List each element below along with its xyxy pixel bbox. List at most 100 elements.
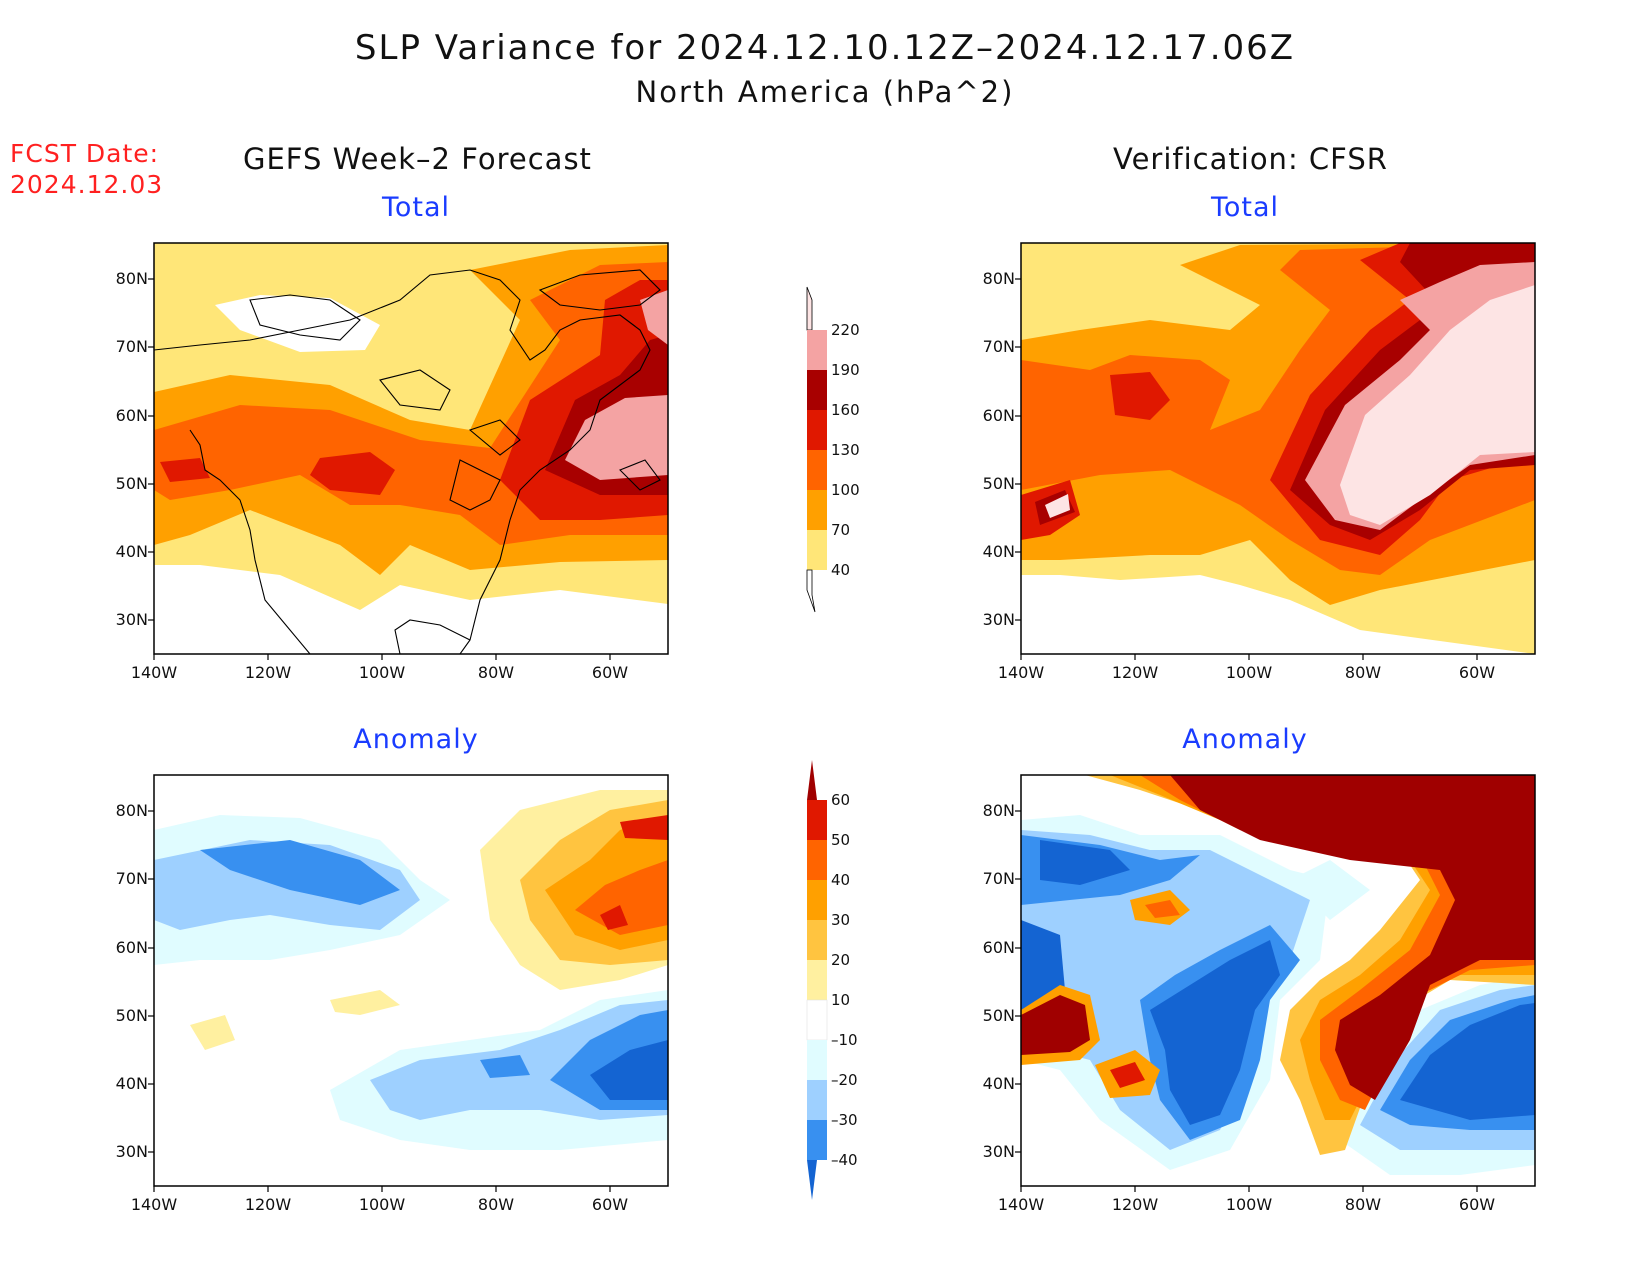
verification-column-title: Verification: CFSR — [1113, 142, 1388, 176]
lat-tick-label: 70N — [115, 337, 148, 356]
lon-tick-label: 80W — [477, 663, 515, 682]
colorbar-anomaly-label: 20 — [831, 951, 851, 969]
lat-tick-label: 40N — [115, 1074, 148, 1093]
lat-tick-label: 80N — [982, 269, 1015, 288]
lat-tick-label: 40N — [982, 542, 1015, 561]
figure-subtitle: North America (hPa^2) — [635, 75, 1015, 109]
colorbar-total-swatch — [807, 450, 827, 490]
colorbar-total-label: 130 — [831, 441, 860, 459]
frame-forecast-total — [153, 242, 669, 655]
lon-tick-label: 120W — [1111, 1195, 1159, 1214]
lon-tick-label: 140W — [130, 663, 178, 682]
colorbar-total-label: 190 — [831, 361, 860, 379]
colorbar-anomaly-bottom-arrow — [807, 1160, 817, 1200]
forecast-total-field — [154, 243, 668, 654]
lat-tick-label: 70N — [115, 869, 148, 888]
lon-tick-label: 60W — [591, 1195, 629, 1214]
colorbar-anomaly-label: –10 — [831, 1031, 858, 1049]
lon-tick-label: 80W — [1344, 663, 1382, 682]
colorbar-anomaly-label: 60 — [831, 791, 851, 809]
colorbar-anomaly-label: –40 — [831, 1151, 858, 1169]
lat-tick-label: 80N — [982, 801, 1015, 820]
forecast-anomaly-field — [154, 775, 668, 1186]
lon-tick-label: 140W — [997, 1195, 1045, 1214]
lat-tick-label: 30N — [982, 610, 1015, 629]
lon-tick-label: 60W — [591, 663, 629, 682]
panel-title-forecast-anomaly: Anomaly — [353, 724, 479, 755]
colorbar-anomaly-label: 10 — [831, 991, 851, 1009]
panel-title-verification-total: Total — [1210, 192, 1280, 223]
forecast-column-title: GEFS Week–2 Forecast — [243, 142, 592, 176]
lat-tick-label: 60N — [982, 406, 1015, 425]
colorbar-anomaly-label: 30 — [831, 911, 851, 929]
colorbar-anomaly-swatch — [807, 1080, 827, 1120]
lon-tick-label: 100W — [1225, 663, 1273, 682]
lon-tick-label: 100W — [358, 663, 406, 682]
lon-tick-label: 100W — [1225, 1195, 1273, 1214]
colorbar-anomaly-label: 40 — [831, 871, 851, 889]
colorbar-total-label: 100 — [831, 481, 860, 499]
map-frames — [153, 242, 1536, 1187]
lat-tick-label: 70N — [982, 869, 1015, 888]
colorbar-total — [806, 286, 827, 613]
colorbar-anomaly-label: –30 — [831, 1111, 858, 1129]
colorbar-anomaly-swatch — [806, 999, 828, 1041]
colorbar-total-swatch — [807, 370, 827, 410]
colorbar-total-swatch — [807, 410, 827, 450]
lon-tick-label: 60W — [1458, 663, 1496, 682]
figure-title: SLP Variance for 2024.12.10.12Z–2024.12.… — [354, 28, 1296, 68]
colorbar-total-swatch — [807, 330, 827, 370]
frame-verification-anomaly — [1020, 774, 1536, 1187]
lat-tick-label: 60N — [115, 938, 148, 957]
lon-tick-label: 140W — [997, 663, 1045, 682]
lat-tick-label: 80N — [115, 801, 148, 820]
colorbar-anomaly — [806, 760, 828, 1200]
coastlines — [154, 269, 1527, 1186]
lon-tick-label: 80W — [477, 1195, 515, 1214]
colorbar-anomaly-swatch — [807, 920, 827, 960]
lat-tick-label: 40N — [982, 1074, 1015, 1093]
colorbar-anomaly-swatch — [807, 880, 827, 920]
colorbar-anomaly-label: –20 — [831, 1071, 858, 1089]
lat-tick-label: 60N — [982, 938, 1015, 957]
colorbar-total-label: 40 — [831, 561, 851, 579]
lon-tick-label: 120W — [244, 663, 292, 682]
colorbar-anomaly-swatch — [807, 840, 827, 880]
lat-tick-label: 50N — [982, 474, 1015, 493]
colorbar-total-label: 220 — [831, 321, 860, 339]
colorbar-anomaly-swatch — [807, 1120, 827, 1160]
lat-tick-label: 80N — [115, 269, 148, 288]
colorbar-anomaly-swatch — [807, 960, 827, 1000]
lat-tick-label: 30N — [982, 1142, 1015, 1161]
colorbar-anomaly-top-arrow — [807, 760, 817, 800]
lon-tick-label: 80W — [1344, 1195, 1382, 1214]
colorbar-total-swatch — [807, 490, 827, 530]
lon-tick-label: 100W — [358, 1195, 406, 1214]
lat-tick-label: 30N — [115, 610, 148, 629]
lat-tick-label: 60N — [115, 406, 148, 425]
colorbar-total-top-cap — [806, 286, 813, 331]
lat-tick-label: 40N — [115, 542, 148, 561]
lat-tick-label: 50N — [115, 1006, 148, 1025]
lat-tick-label: 50N — [982, 1006, 1015, 1025]
lon-tick-label: 120W — [244, 1195, 292, 1214]
colorbar-total-swatch — [807, 530, 827, 570]
colorbar-anomaly-label: 50 — [831, 831, 851, 849]
panel-title-forecast-total: Total — [381, 192, 451, 223]
colorbar-anomaly-swatch — [807, 1040, 827, 1080]
lat-tick-label: 50N — [115, 474, 148, 493]
tick-marks — [148, 278, 611, 660]
fcst-date-value: 2024.12.03 — [10, 170, 164, 199]
colorbar-total-bottom-cap — [806, 569, 816, 613]
lon-tick-label: 60W — [1458, 1195, 1496, 1214]
colorbar-anomaly-swatch — [807, 800, 827, 840]
colorbar-total-label: 70 — [831, 521, 851, 539]
lon-tick-label: 140W — [130, 1195, 178, 1214]
frame-forecast-anomaly — [153, 774, 669, 1187]
fcst-date-label: FCST Date: — [10, 139, 160, 168]
verification-anomaly-field — [1021, 775, 1535, 1186]
verification-total-field — [1021, 243, 1535, 654]
lat-tick-label: 30N — [115, 1142, 148, 1161]
